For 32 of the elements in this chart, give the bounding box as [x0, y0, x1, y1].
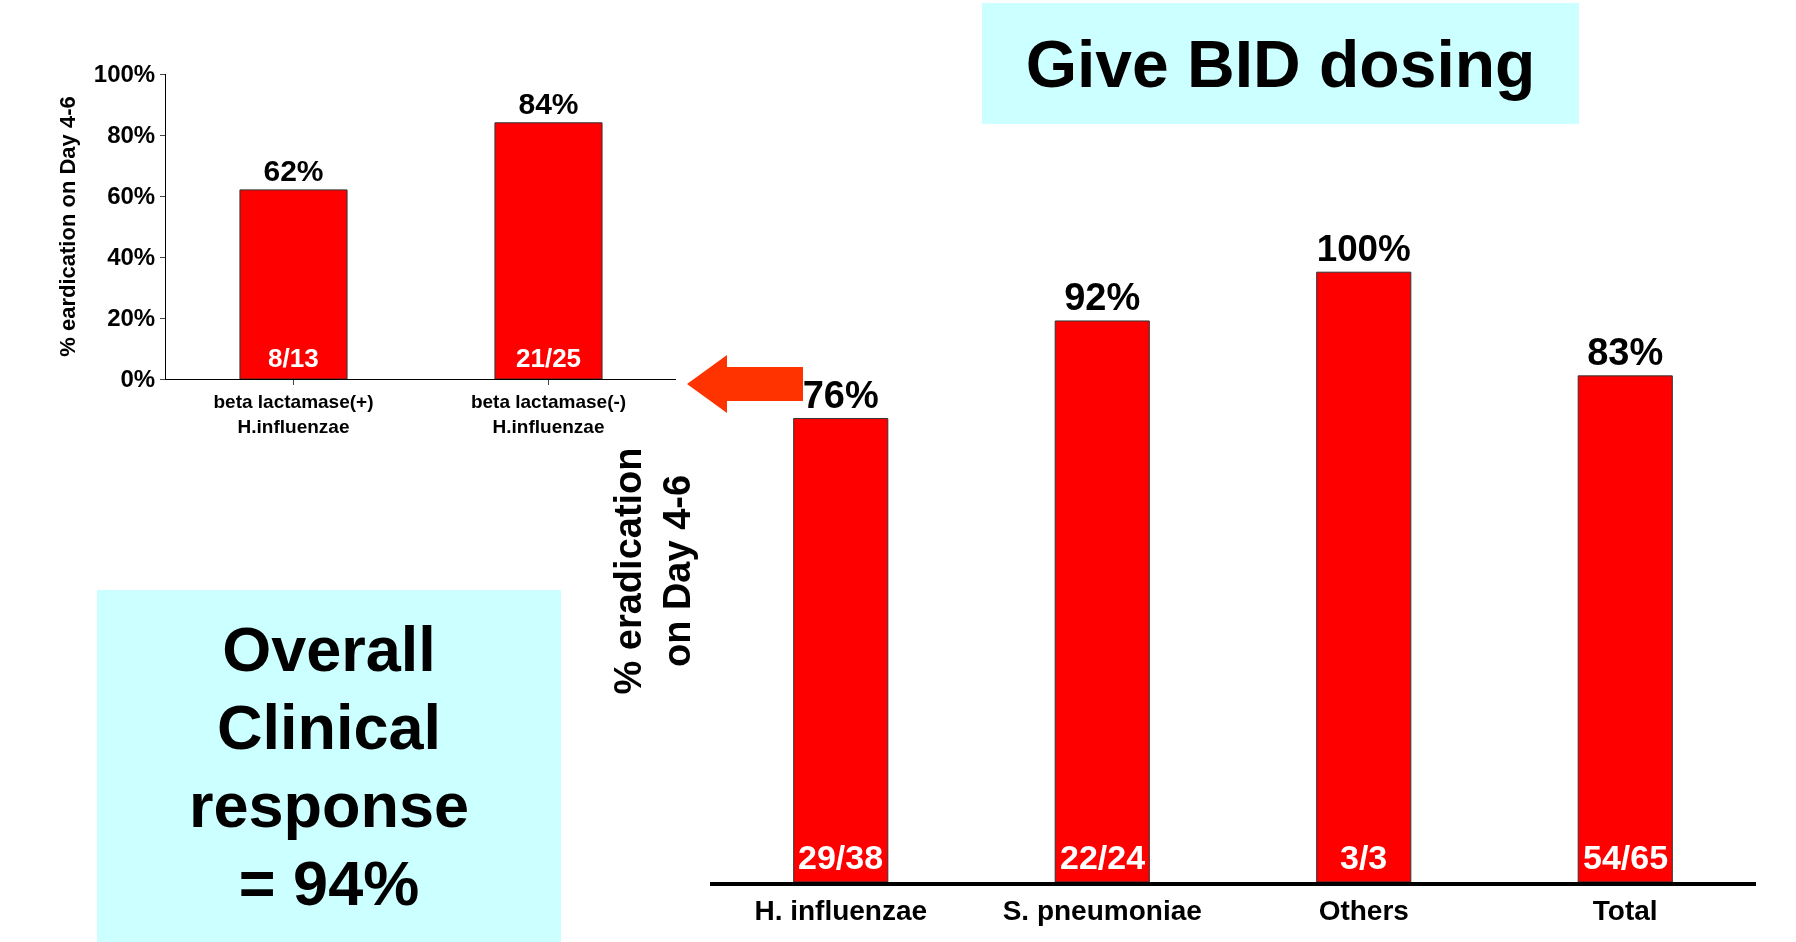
x-tick-label: S. pneumoniae — [1002, 894, 1202, 926]
data-label: 84% — [518, 86, 579, 120]
y-axis-title: % eradication on Day 4-6 — [606, 447, 699, 695]
bar — [1316, 271, 1412, 882]
annotation: 29/38 — [798, 838, 884, 876]
data-label: 76% — [802, 373, 879, 416]
x-tick-label: Others — [1318, 894, 1409, 926]
data-label: 100% — [1316, 228, 1411, 270]
annotation: 3/3 — [1340, 838, 1388, 876]
data-label: 83% — [1587, 330, 1664, 373]
y-tick-label: 60% — [107, 182, 156, 210]
bar — [1054, 320, 1150, 882]
annotation: 54/65 — [1583, 838, 1669, 876]
y-tick-label: 80% — [107, 121, 156, 149]
data-label: 62% — [263, 153, 324, 187]
data-label: 92% — [1064, 275, 1141, 318]
chart-title: Give BID dosing — [982, 3, 1579, 124]
x-tick-label: beta lactamase(-) H.influenzae — [470, 390, 627, 437]
x-tick-label: H. influenzae — [754, 894, 928, 926]
y-tick-label: 40% — [107, 243, 156, 271]
x-tick-label: Total — [1592, 894, 1658, 926]
y-tick-label: 0% — [120, 365, 156, 393]
x-tick-label: beta lactamase(+) H.influenzae — [213, 390, 374, 437]
y-tick-label: 20% — [107, 304, 156, 332]
annotation: 22/24 — [1060, 838, 1146, 876]
bar — [793, 418, 889, 882]
bar — [1577, 375, 1673, 882]
y-tick-label: 100% — [93, 60, 156, 88]
annotation: 8/13 — [268, 343, 319, 373]
y-axis-title: % eardication on Day 4-6 — [54, 96, 80, 357]
text: Overall Clinical response = 94% — [97, 590, 561, 942]
annotation: 21/25 — [516, 343, 582, 373]
